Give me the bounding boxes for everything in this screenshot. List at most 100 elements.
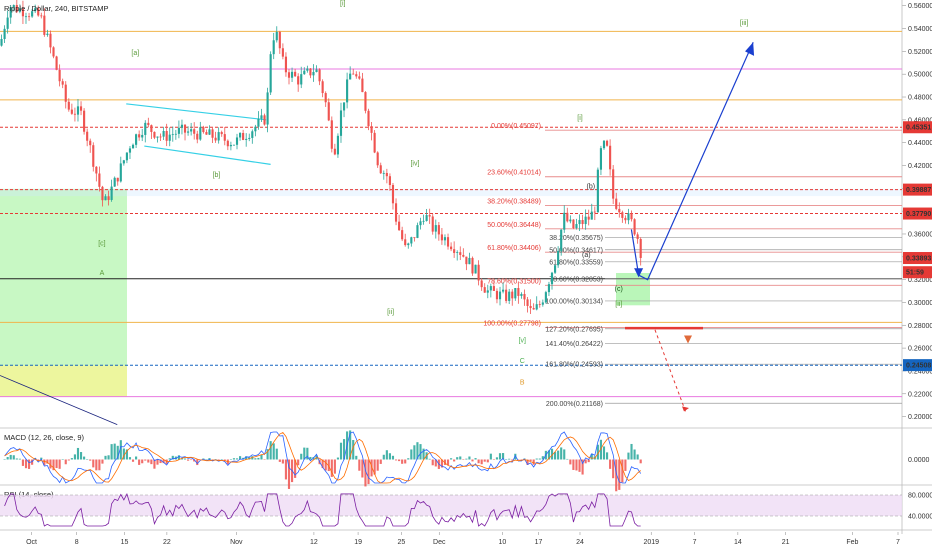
candle-body <box>55 56 58 70</box>
price-tick-label: 0.22000 <box>908 391 932 398</box>
candle-body <box>532 308 535 310</box>
macd-histogram-bar <box>336 457 340 460</box>
candle-body <box>9 7 12 18</box>
candle-body <box>333 148 336 155</box>
candle-body <box>21 8 25 17</box>
candle-body <box>450 246 453 250</box>
macd-histogram-bar <box>303 447 306 460</box>
macd-histogram-bar <box>180 458 184 460</box>
candle-body <box>370 126 373 133</box>
candle-body <box>278 31 281 49</box>
candle-body <box>416 225 419 238</box>
candle-body <box>538 304 541 305</box>
time-tick-label: 14 <box>734 539 742 546</box>
wave-label: [a] <box>131 50 139 57</box>
candle-body <box>453 249 456 253</box>
rsi-line <box>4 492 641 527</box>
candle-body <box>177 127 180 134</box>
price-tick-label: 0.44000 <box>908 140 932 147</box>
candle-body <box>425 215 428 221</box>
macd-histogram-bar <box>220 459 223 460</box>
candle-body <box>263 115 266 125</box>
macd-histogram-bar <box>480 459 483 465</box>
macd-histogram-bar <box>333 459 336 474</box>
macd-histogram-bar <box>618 459 621 490</box>
support-zone <box>0 188 127 397</box>
candle-body <box>459 252 462 255</box>
macd-histogram-bar <box>254 458 257 460</box>
fib-extension-label: 61.80%(0.33559) <box>549 259 603 266</box>
candle-body <box>336 135 340 155</box>
candle-body <box>342 102 346 111</box>
time-tick-label: 10 <box>499 539 507 546</box>
candle-body <box>205 132 208 135</box>
macd-histogram-bar <box>135 456 138 460</box>
macd-histogram-bar <box>306 447 309 460</box>
fib-level-label: 38.20%(0.38489) <box>487 199 541 206</box>
candle-body <box>440 234 443 241</box>
price-badge <box>903 183 932 196</box>
candle-body <box>431 216 434 232</box>
macd-histogram-bar <box>529 459 532 462</box>
macd-histogram-bar <box>171 455 174 460</box>
candle-body <box>443 237 447 241</box>
macd-histogram-bar <box>349 430 352 460</box>
candle-body <box>560 229 563 251</box>
candle-body <box>131 144 135 149</box>
macd-histogram-bar <box>630 443 633 460</box>
candle-body <box>410 237 413 244</box>
candle-body <box>49 33 52 48</box>
candle-body <box>287 72 291 78</box>
candle-body <box>321 81 324 94</box>
macd-histogram-bar <box>443 459 447 465</box>
candle-body <box>355 74 358 77</box>
candle-body <box>535 304 538 310</box>
candle-body <box>211 129 214 138</box>
macd-histogram-bar <box>572 459 575 470</box>
macd-histogram-bar <box>483 459 486 462</box>
time-tick-label: 25 <box>397 539 405 546</box>
channel-top-line <box>126 103 267 121</box>
macd-line <box>4 431 642 484</box>
price-tick-label: 0.46000 <box>908 117 932 124</box>
macd-histogram-bar <box>21 459 25 466</box>
candle-body <box>245 138 248 140</box>
time-tick-label: 7 <box>693 539 697 546</box>
candle-body <box>599 148 603 170</box>
candle-body <box>505 289 508 301</box>
macd-histogram-bar <box>196 459 199 466</box>
macd-histogram-bar <box>281 459 284 464</box>
candle-body <box>352 73 355 75</box>
price-tick-label: 0.52000 <box>908 49 932 56</box>
price-tick-label: 0.36000 <box>908 231 932 238</box>
candle-body <box>147 122 150 126</box>
macd-histogram-bar <box>370 459 373 477</box>
candle-body <box>193 129 196 134</box>
candle-body <box>492 286 495 291</box>
candle-body <box>382 172 385 174</box>
candle-body <box>168 134 171 141</box>
macd-histogram-bar <box>174 456 177 460</box>
candle-body <box>367 110 370 127</box>
macd-histogram-bar <box>422 448 425 460</box>
price-tick-label: 0.50000 <box>908 72 932 79</box>
macd-histogram-bar <box>83 456 86 460</box>
macd-histogram-bar <box>131 459 135 462</box>
candle-body <box>486 290 489 293</box>
macd-histogram-bar <box>624 459 627 471</box>
candle-body <box>471 257 474 274</box>
time-tick-label: 12 <box>310 539 318 546</box>
macd-histogram-bar <box>450 458 453 460</box>
candle-body <box>223 134 226 141</box>
macd-title: MACD (12, 26, close, 9) <box>4 433 85 442</box>
macd-histogram-bar <box>278 459 281 462</box>
candle-body <box>269 54 272 93</box>
candle-body <box>419 221 422 226</box>
candle-body <box>294 71 297 77</box>
macd-histogram-bar <box>560 447 563 460</box>
price-badge-label: 0.33893 <box>906 256 931 263</box>
candle-body <box>422 220 425 222</box>
channel-bottom-line <box>144 145 271 165</box>
